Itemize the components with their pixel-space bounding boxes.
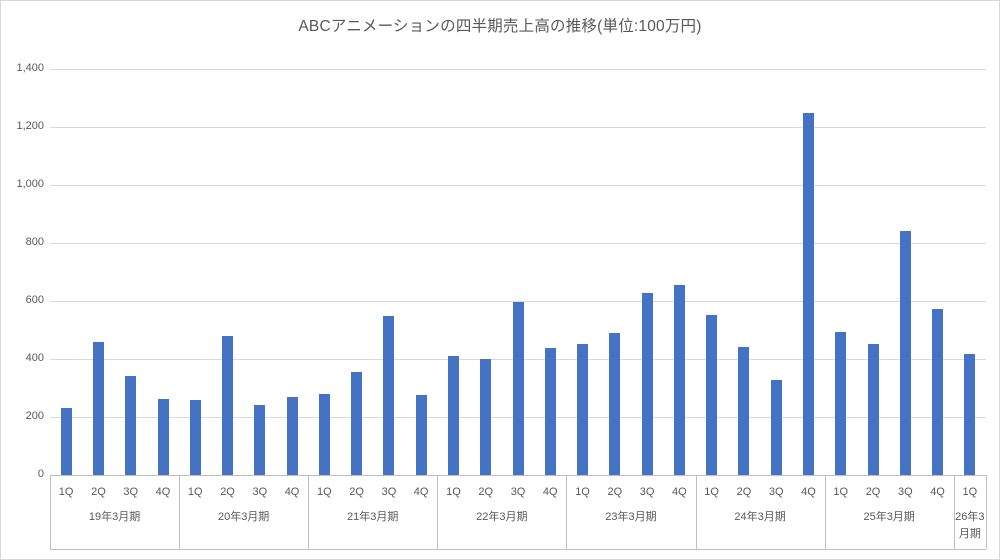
group-separator xyxy=(50,475,51,549)
quarter-label: 4Q xyxy=(413,486,429,498)
quarter-label: 3Q xyxy=(510,486,526,498)
bar xyxy=(803,113,814,475)
quarter-label: 2Q xyxy=(736,486,752,498)
quarter-label: 1Q xyxy=(575,486,590,498)
y-tick-label: 1,400 xyxy=(16,62,44,74)
quarter-label: 3Q xyxy=(381,486,397,498)
bar xyxy=(609,333,621,475)
y-tick-label: 1,000 xyxy=(16,178,44,190)
gridline xyxy=(50,126,986,128)
bar xyxy=(286,397,298,475)
quarter-label: 2Q xyxy=(478,486,494,498)
year-group-label: 25年3月期 xyxy=(863,511,915,523)
y-tick-label: 800 xyxy=(25,236,44,248)
gridline xyxy=(50,184,986,186)
bar xyxy=(480,359,492,475)
quarter-label: 4Q xyxy=(542,486,558,498)
y-tick-label: 200 xyxy=(25,410,44,422)
chart-title: ABCアニメーションの四半期売上高の推移(単位:100万円) xyxy=(298,18,702,35)
bar xyxy=(157,399,169,475)
quarter-label: 2Q xyxy=(91,486,106,498)
quarter-label: 3Q xyxy=(252,486,268,498)
group-separator xyxy=(953,475,955,549)
quarter-label: 1Q xyxy=(316,486,332,498)
quarter-label: 3Q xyxy=(123,486,139,498)
x-axis-line xyxy=(50,474,986,476)
bar xyxy=(222,336,233,475)
quarter-label: 1Q xyxy=(187,486,203,498)
bar xyxy=(673,285,685,475)
bar xyxy=(351,372,363,475)
y-tick-label: 0 xyxy=(37,468,44,480)
bar xyxy=(318,394,330,475)
year-group-label: 21年3月期 xyxy=(347,511,399,523)
bar xyxy=(932,309,944,475)
bar xyxy=(964,354,976,475)
quarter-label: 1Q xyxy=(58,486,74,498)
bar xyxy=(835,332,847,475)
quarter-label: 3Q xyxy=(639,486,655,498)
bar xyxy=(706,315,718,475)
quarter-label: 4Q xyxy=(930,486,945,498)
quarter-label: 4Q xyxy=(671,486,687,498)
group-separator xyxy=(437,475,439,549)
quarter-label: 2Q xyxy=(220,486,235,498)
year-group-label: 20年3月期 xyxy=(217,511,270,523)
bar xyxy=(125,376,137,475)
bar xyxy=(641,293,653,475)
bar xyxy=(447,356,459,475)
bar xyxy=(544,348,556,475)
quarter-label: 1Q xyxy=(704,486,719,498)
y-tick-label: 600 xyxy=(25,294,44,306)
bar xyxy=(92,342,104,475)
quarter-label: 1Q xyxy=(446,486,461,498)
bar xyxy=(770,380,782,475)
bar xyxy=(867,344,879,475)
quarter-label: 2Q xyxy=(865,486,881,498)
bar xyxy=(899,231,911,475)
bar xyxy=(383,316,395,475)
gridline xyxy=(50,300,986,302)
year-group-label: 19年3月期 xyxy=(88,511,141,523)
bar xyxy=(189,400,201,475)
quarter-label: 3Q xyxy=(897,486,913,498)
bar xyxy=(512,302,524,475)
band-bottom-line xyxy=(50,549,986,550)
group-separator xyxy=(179,475,181,549)
year-group-label: 24年3月期 xyxy=(734,511,786,523)
bar xyxy=(60,408,72,475)
quarter-label: 4Q xyxy=(801,486,816,498)
group-separator xyxy=(308,475,310,549)
quarter-label: 3Q xyxy=(768,486,784,498)
quarter-label: 4Q xyxy=(284,486,300,498)
gridline xyxy=(50,242,986,244)
y-tick-label: 400 xyxy=(25,352,44,364)
quarter-label: 2Q xyxy=(349,486,364,498)
bar xyxy=(254,405,266,475)
bar xyxy=(738,347,750,475)
year-group-label: 26年3月期 xyxy=(955,511,985,540)
group-separator xyxy=(566,475,568,549)
group-separator xyxy=(824,475,826,549)
year-group-label: 22年3月期 xyxy=(476,511,528,523)
group-separator xyxy=(986,475,987,549)
y-tick-label: 1,200 xyxy=(16,120,44,132)
gridline xyxy=(50,68,986,70)
quarter-label: 1Q xyxy=(962,486,978,498)
group-separator xyxy=(695,475,697,549)
quarter-label: 2Q xyxy=(607,486,623,498)
quarter-label: 1Q xyxy=(833,486,849,498)
bar xyxy=(415,395,427,475)
year-group-label: 23年3月期 xyxy=(605,511,657,523)
bar xyxy=(577,344,589,475)
quarter-label: 4Q xyxy=(155,486,171,498)
